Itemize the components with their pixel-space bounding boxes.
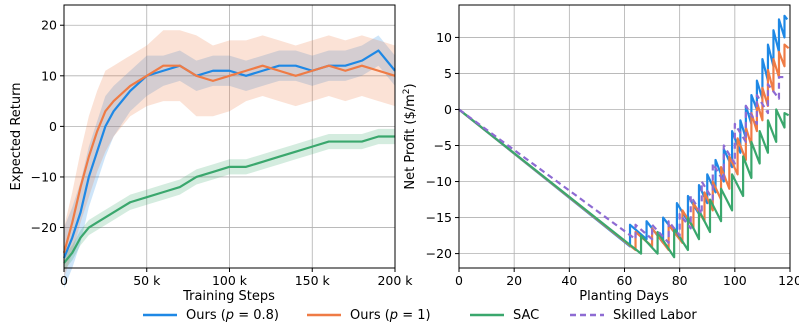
legend-label-0: Ours (p = 0.8)	[186, 308, 279, 323]
x-tick-label: 40	[561, 273, 577, 288]
y-axis-label-superscript: 2	[402, 88, 412, 94]
x-tick-label: 120	[778, 273, 799, 288]
x-tick-label: 100 k	[212, 273, 248, 288]
y-tick-label: −15	[426, 210, 452, 225]
y-axis-label-text: Net Profit ($/m	[403, 94, 418, 189]
legend-label-pre: Skilled Labor	[613, 308, 697, 323]
legend-label-pre: Ours (	[350, 308, 390, 323]
y-tick-label: 10	[41, 68, 57, 83]
y-tick-label: 0	[444, 102, 452, 117]
x-tick-label: 0	[455, 273, 463, 288]
legend-label-1: Ours (p = 1)	[350, 308, 431, 323]
y-tick-label: −10	[31, 169, 57, 184]
y-tick-label: −20	[31, 220, 57, 235]
series-line-1	[458, 43, 790, 252]
x-tick-label: 200 k	[377, 273, 413, 288]
series-band-2	[64, 128, 395, 271]
series-line-1	[62, 64, 396, 254]
legend-label-math: p	[225, 308, 234, 323]
x-tick-label: 80	[672, 273, 688, 288]
y-tick-label: −10	[426, 174, 452, 189]
legend-label-post: = 0.8)	[234, 308, 279, 323]
series-line-2	[458, 108, 790, 259]
left-chart-panel: 0 50 k 100 k 150 k 200 k −20 −10 0 10 20 Training …	[9, 4, 413, 304]
y-tick-label: −20	[426, 246, 452, 261]
x-tick-label: 150 k	[295, 273, 331, 288]
x-tick-label: 0	[60, 273, 68, 288]
y-axis-label: Expected Return	[9, 83, 24, 191]
y-axis-label: Net Profit ($/m2)	[402, 83, 418, 189]
x-tick-label: 20	[506, 273, 522, 288]
x-tick-label: 100	[723, 273, 747, 288]
legend-label-2: SAC	[513, 308, 539, 323]
legend-label-3: Skilled Labor	[613, 308, 697, 323]
x-tick-label: 60	[617, 273, 633, 288]
y-tick-label: 20	[41, 18, 57, 33]
y-tick-label: 5	[444, 66, 452, 81]
legend: Ours (p = 0.8) Ours (p = 1) SAC Skilled Lab…	[143, 308, 697, 323]
y-tick-label: 0	[49, 119, 57, 134]
x-axis-label: Planting Days	[579, 289, 669, 304]
series-band-1	[64, 30, 395, 279]
x-tick-label: 50 k	[133, 273, 161, 288]
legend-label-post: = 1)	[398, 308, 431, 323]
y-axis-label-text: Expected Return	[9, 83, 24, 191]
series-line-3	[458, 75, 788, 244]
series-line-2	[63, 135, 395, 264]
y-tick-label: −5	[434, 138, 452, 153]
legend-label-pre: Ours (	[186, 308, 226, 323]
legend-label-math: p	[389, 308, 398, 323]
y-tick-label: 10	[436, 30, 452, 45]
x-axis-label: Training Steps	[182, 289, 275, 304]
right-chart-panel: 0 20 40 60 80 100 120 −20 −15 −10 −5 0 5 10 Planting D…	[402, 4, 799, 304]
y-axis-label-end: )	[403, 83, 418, 88]
legend-label-pre: SAC	[513, 308, 539, 323]
